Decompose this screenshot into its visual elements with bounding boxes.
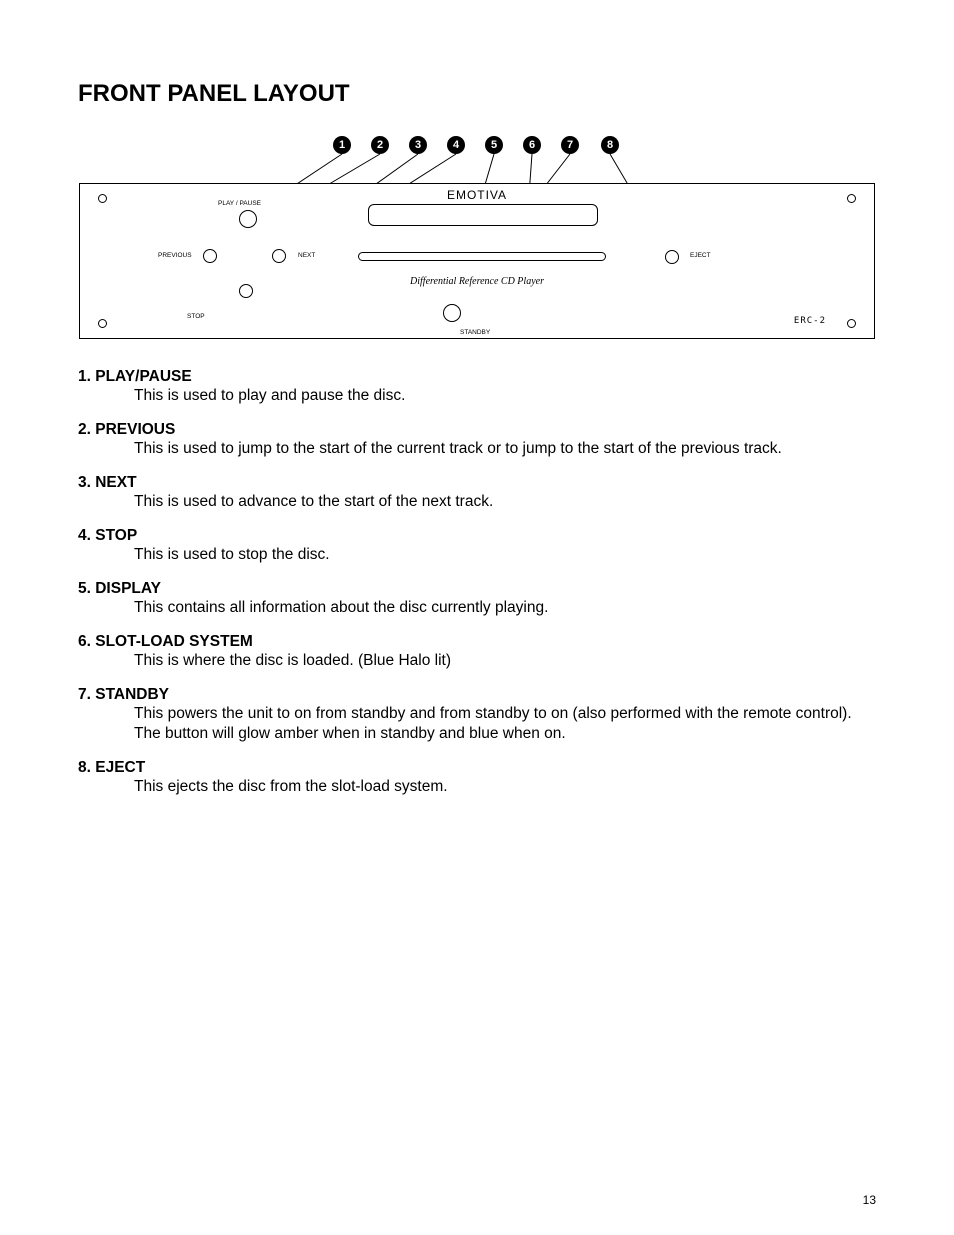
item-body: This contains all information about the … <box>134 598 876 619</box>
item: 8. EJECTThis ejects the disc from the sl… <box>78 759 876 798</box>
next-button-icon <box>272 249 286 263</box>
item: 1. PLAY/PAUSEThis is used to play and pa… <box>78 368 876 407</box>
item: 2. PREVIOUSThis is used to jump to the s… <box>78 421 876 460</box>
item-heading: 1. PLAY/PAUSE <box>78 368 876 386</box>
next-label: NEXT <box>298 252 315 259</box>
item-heading: 2. PREVIOUS <box>78 421 876 439</box>
eject-label: EJECT <box>690 252 711 259</box>
item-body: This is used to play and pause the disc. <box>134 386 876 407</box>
callout-bubble: 7 <box>561 136 579 154</box>
callout-bubble: 8 <box>601 136 619 154</box>
item: 6. SLOT-LOAD SYSTEMThis is where the dis… <box>78 633 876 672</box>
previous-label: PREVIOUS <box>158 252 192 259</box>
item-heading: 8. EJECT <box>78 759 876 777</box>
previous-button-icon <box>203 249 217 263</box>
callout-bubble: 5 <box>485 136 503 154</box>
item-heading: 5. DISPLAY <box>78 580 876 598</box>
item-heading: 3. NEXT <box>78 474 876 492</box>
stop-label: STOP <box>187 313 205 320</box>
front-panel-box: EMOTIVA Differential Reference CD Player… <box>79 183 875 339</box>
brand-text: EMOTIVA <box>80 188 874 202</box>
item-heading: 6. SLOT-LOAD SYSTEM <box>78 633 876 651</box>
item-body: This is used to advance to the start of … <box>134 492 876 513</box>
screw-icon <box>98 319 107 328</box>
item: 5. DISPLAYThis contains all information … <box>78 580 876 619</box>
callout-bubble: 4 <box>447 136 465 154</box>
item: 4. STOPThis is used to stop the disc. <box>78 527 876 566</box>
page: FRONT PANEL LAYOUT 1 2 3 4 5 6 7 8 EMOTIVA Diff… <box>0 0 954 852</box>
standby-label: STANDBY <box>460 329 490 336</box>
slot-load <box>358 252 606 261</box>
screw-icon <box>847 319 856 328</box>
item-heading: 7. STANDBY <box>78 686 876 704</box>
item-body: This ejects the disc from the slot-load … <box>134 777 876 798</box>
play-pause-button-icon <box>239 210 257 228</box>
standby-button-icon <box>443 304 461 322</box>
item-body: This is where the disc is loaded. (Blue … <box>134 651 876 672</box>
page-number: 13 <box>863 1193 876 1207</box>
item-body: This is used to jump to the start of the… <box>134 439 876 460</box>
item-heading: 4. STOP <box>78 527 876 545</box>
display-window <box>368 204 598 226</box>
eject-button-icon <box>665 250 679 264</box>
model-text: ERC-2 <box>794 316 826 326</box>
stop-button-icon <box>239 284 253 298</box>
callout-bubble: 3 <box>409 136 427 154</box>
callout-bubble: 1 <box>333 136 351 154</box>
callout-bubble: 2 <box>371 136 389 154</box>
play-pause-label: PLAY / PAUSE <box>218 200 261 207</box>
item-body: This powers the unit to on from standby … <box>134 704 876 746</box>
callout-bubble: 6 <box>523 136 541 154</box>
front-panel-diagram: 1 2 3 4 5 6 7 8 EMOTIVA Differential Reference … <box>79 136 875 346</box>
item: 3. NEXTThis is used to advance to the st… <box>78 474 876 513</box>
page-title: FRONT PANEL LAYOUT <box>78 80 876 108</box>
item-body: This is used to stop the disc. <box>134 545 876 566</box>
item-list: 1. PLAY/PAUSEThis is used to play and pa… <box>78 368 876 798</box>
item: 7. STANDBYThis powers the unit to on fro… <box>78 686 876 746</box>
tagline-text: Differential Reference CD Player <box>80 276 874 287</box>
